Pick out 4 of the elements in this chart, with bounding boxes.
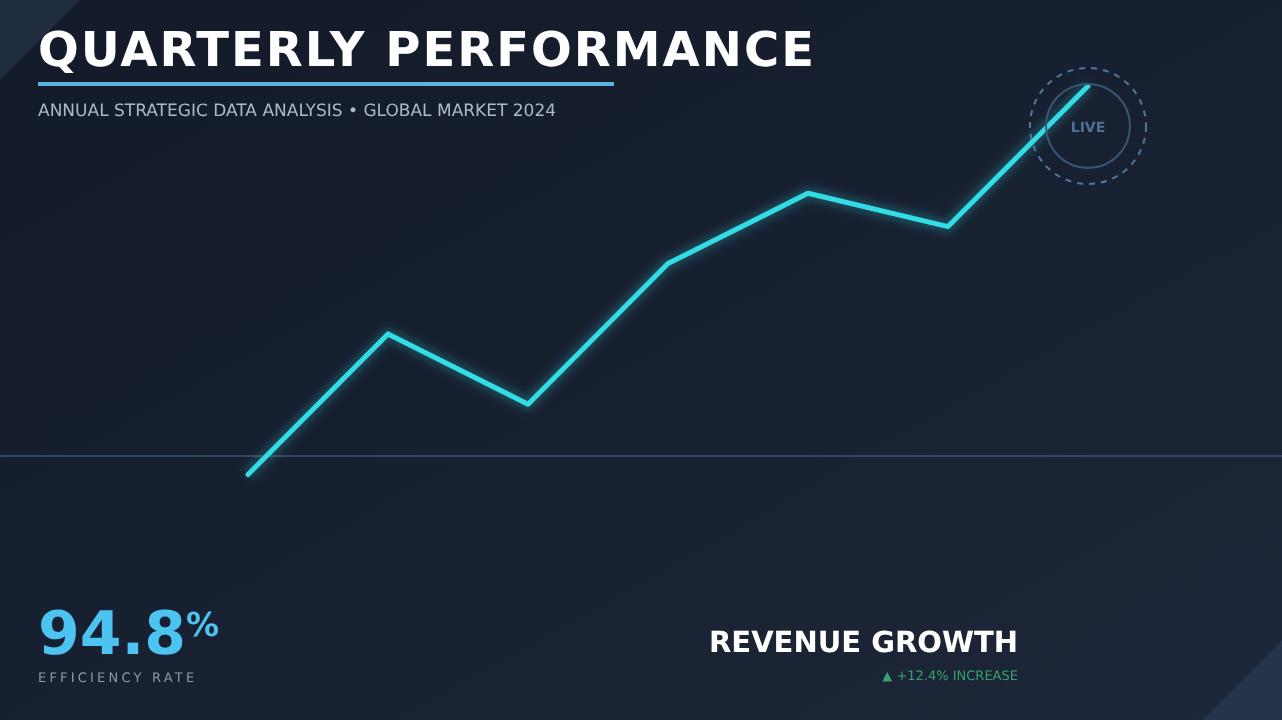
text: 94.8$^{%}$ <box>38 600 221 670</box>
text: REVENUE GROWTH <box>709 628 1018 660</box>
chart-title: QUARTERLY PERFORMANCE <box>38 22 816 78</box>
text: ANNUAL STRATEGIC DATA ANALYSIS • GLOBAL MARKET 2024 <box>38 102 557 122</box>
